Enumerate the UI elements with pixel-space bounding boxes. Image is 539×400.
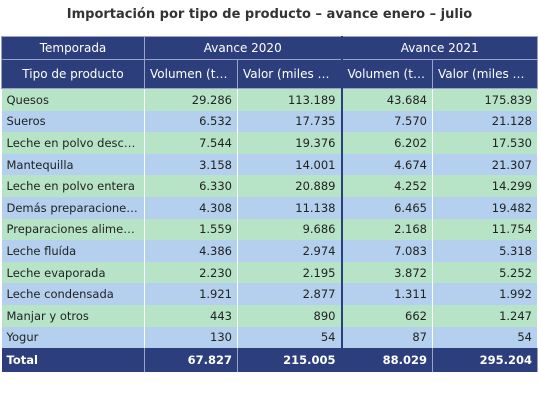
column-header: Valor (miles USD): [237, 59, 342, 89]
table-title: Importación por tipo de producto – avanc…: [66, 7, 473, 22]
table-row: Sueros 6.532 17.735 7.570 21.128: [1, 110, 538, 133]
value-cell: 43.684: [340, 88, 433, 111]
value-cell: 17.530: [432, 132, 538, 154]
season-header: Temporada: [1, 36, 145, 60]
import-table: Temporada Avance 2020 Avance 2021 Tipo d…: [1, 36, 538, 373]
value-cell: 1.992: [432, 283, 538, 305]
value-cell: 5.252: [432, 261, 538, 284]
table-row: Mantequilla 3.158 14.001 4.674 21.307: [1, 153, 538, 176]
column-header: Volumen (ton): [144, 59, 238, 89]
total-cell: 295.204: [432, 348, 538, 373]
value-cell: 7.570: [340, 110, 433, 133]
value-cell: 130: [144, 326, 238, 349]
value-cell: 3.158: [144, 153, 238, 176]
product-name-cell: Leche evaporada: [1, 261, 145, 284]
value-cell: 4.308: [144, 196, 238, 219]
group-header-2021: Avance 2021: [340, 36, 538, 60]
group-header-2020: Avance 2020: [144, 36, 342, 60]
value-cell: 19.376: [237, 132, 342, 154]
product-name-cell: Mantequilla: [1, 153, 145, 176]
value-cell: 17.735: [237, 110, 342, 133]
value-cell: 6.330: [144, 175, 238, 197]
table-row: Leche en polvo descrema…7.54419.3766.202…: [1, 132, 538, 154]
value-cell: 4.252: [340, 175, 433, 197]
value-cell: 6.202: [340, 132, 433, 154]
value-cell: 14.299: [432, 175, 538, 197]
value-cell: 4.674: [340, 153, 433, 176]
value-cell: 890: [237, 304, 342, 327]
value-cell: 5.318: [432, 240, 538, 262]
total-cell: 67.827: [144, 348, 238, 373]
value-cell: 1.559: [144, 218, 238, 241]
value-cell: 29.286: [144, 88, 238, 111]
product-header: Tipo de producto: [1, 59, 145, 89]
total-label: Total: [1, 348, 145, 373]
value-cell: 7.544: [144, 132, 238, 154]
value-cell: 1.311: [340, 283, 433, 305]
table-row: Leche evaporada 2.230 2.195 3.872 5.252: [1, 261, 538, 284]
product-name-cell: Leche en polvo descrema…: [1, 132, 145, 154]
value-cell: 21.307: [432, 153, 538, 176]
total-cell: 88.029: [340, 348, 433, 373]
table-row: Yogur 130 54 87 54: [1, 326, 538, 349]
value-cell: 2.230: [144, 261, 238, 284]
product-name-cell: Manjar y otros: [1, 304, 145, 327]
column-header: Volumen (ton): [340, 59, 433, 89]
value-cell: 21.128: [432, 110, 538, 133]
value-cell: 1.921: [144, 283, 238, 305]
value-cell: 2.974: [237, 240, 342, 262]
table-row: Quesos 29.286 113.189 43.684 175.839: [1, 88, 538, 111]
value-cell: 175.839: [432, 88, 538, 111]
value-cell: 6.465: [340, 196, 433, 219]
value-cell: 9.686: [237, 218, 342, 241]
value-cell: 443: [144, 304, 238, 327]
value-cell: 54: [432, 326, 538, 349]
table-row: Leche en polvo entera 6.330 20.889 4.252 14.…: [1, 175, 538, 197]
value-cell: 3.872: [340, 261, 433, 284]
product-name-cell: Leche fluída: [1, 240, 145, 262]
value-cell: 14.001: [237, 153, 342, 176]
product-name-cell: Leche condensada: [1, 283, 145, 305]
table-row: Manjar y otros 443 890 662 1.247: [1, 304, 538, 327]
table-row: Leche condensada 1.921 2.877 1.311 1.992: [1, 283, 538, 305]
value-cell: 2.168: [340, 218, 433, 241]
table-body: Quesos 29.286 113.189 43.684 175.839 Sueros 6.…: [1, 88, 538, 349]
value-cell: 11.138: [237, 196, 342, 219]
product-name-cell: Sueros: [1, 110, 145, 133]
table-row: Demás preparaciones en …4.30811.1386.465…: [1, 196, 538, 219]
value-cell: 662: [340, 304, 433, 327]
value-cell: 2.195: [237, 261, 342, 284]
value-cell: 2.877: [237, 283, 342, 305]
product-name-cell: Leche en polvo entera: [1, 175, 145, 197]
value-cell: 6.532: [144, 110, 238, 133]
product-name-cell: Demás preparaciones en …: [1, 196, 145, 219]
value-cell: 11.754: [432, 218, 538, 241]
value-cell: 20.889: [237, 175, 342, 197]
value-cell: 54: [237, 326, 342, 349]
total-cell: 215.005: [237, 348, 342, 373]
value-cell: 7.083: [340, 240, 433, 262]
product-name-cell: Preparaciones alimentaci…: [1, 218, 145, 241]
column-header: Valor (miles USD): [432, 59, 538, 89]
value-cell: 1.247: [432, 304, 538, 327]
product-name-cell: Yogur: [1, 326, 145, 349]
value-cell: 19.482: [432, 196, 538, 219]
value-cell: 113.189: [237, 88, 342, 111]
value-cell: 4.386: [144, 240, 238, 262]
total-row: Total 67.827 215.005 88.029 295.204: [1, 348, 538, 373]
table-row: Preparaciones alimentaci…1.5599.6862.168…: [1, 218, 538, 241]
table-row: Leche fluída 4.386 2.974 7.083 5.318: [1, 240, 538, 262]
value-cell: 87: [340, 326, 433, 349]
product-name-cell: Quesos: [1, 88, 145, 111]
